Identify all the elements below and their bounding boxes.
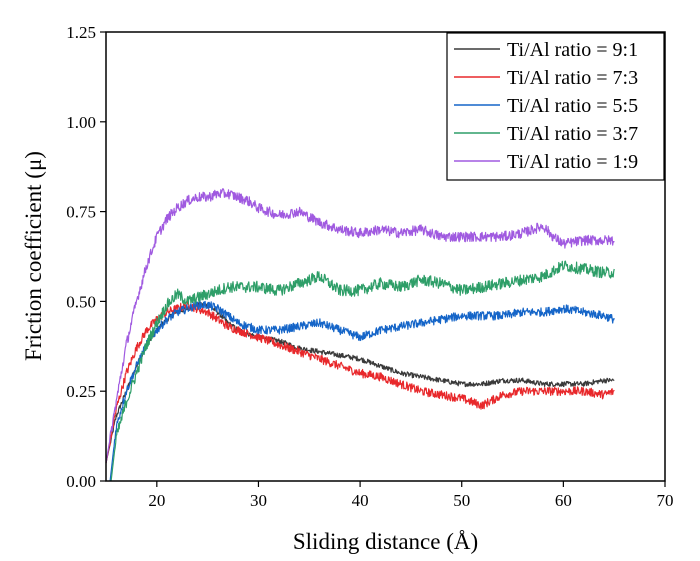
legend-label-3: Ti/Al ratio = 5:5 [507,95,638,117]
legend-entry: Ti/Al ratio = 3:7 [454,123,638,145]
series-line-2 [105,300,615,464]
x-tick-label: 70 [657,491,674,510]
legend-entry: Ti/Al ratio = 9:1 [454,39,638,61]
plot-frame [105,31,666,482]
series-line-3 [109,300,615,482]
series-line-5 [105,188,615,464]
series-layer [105,188,615,482]
series-line-4 [110,260,615,482]
x-axis-title: Sliding distance (Å) [293,529,478,554]
y-tick-label: 0.25 [66,382,96,401]
legend-box [446,32,665,181]
legend-entry: Ti/Al ratio = 5:5 [454,95,638,117]
legend-entry: Ti/Al ratio = 1:9 [454,151,638,173]
y-axis-title: Friction coefficient (μ) [21,151,46,361]
y-tick-label: 0.50 [66,292,96,311]
y-tick-label: 1.00 [66,113,96,132]
legend-label-1: Ti/Al ratio = 9:1 [507,39,638,61]
ticks-layer: 20 30 40 50 60 70 0.00 0.25 0.50 0.75 1.00 1.25 [66,23,673,510]
x-tick-label: 60 [555,491,572,510]
x-tick-label: 40 [352,491,369,510]
legend-entry: Ti/Al ratio = 7:3 [454,67,638,89]
legend: Ti/Al ratio = 9:1 Ti/Al ratio = 7:3 Ti/A… [446,32,665,181]
legend-label-4: Ti/Al ratio = 3:7 [507,123,638,145]
y-tick-label: 0.75 [66,203,96,222]
series-line-1 [105,302,615,464]
legend-label-2: Ti/Al ratio = 7:3 [507,67,638,89]
legend-label-5: Ti/Al ratio = 1:9 [507,151,638,173]
x-tick-label: 20 [148,491,165,510]
x-tick-label: 30 [250,491,267,510]
x-tick-label: 50 [453,491,470,510]
y-tick-label: 1.25 [66,23,96,42]
y-tick-label: 0.00 [66,472,96,491]
